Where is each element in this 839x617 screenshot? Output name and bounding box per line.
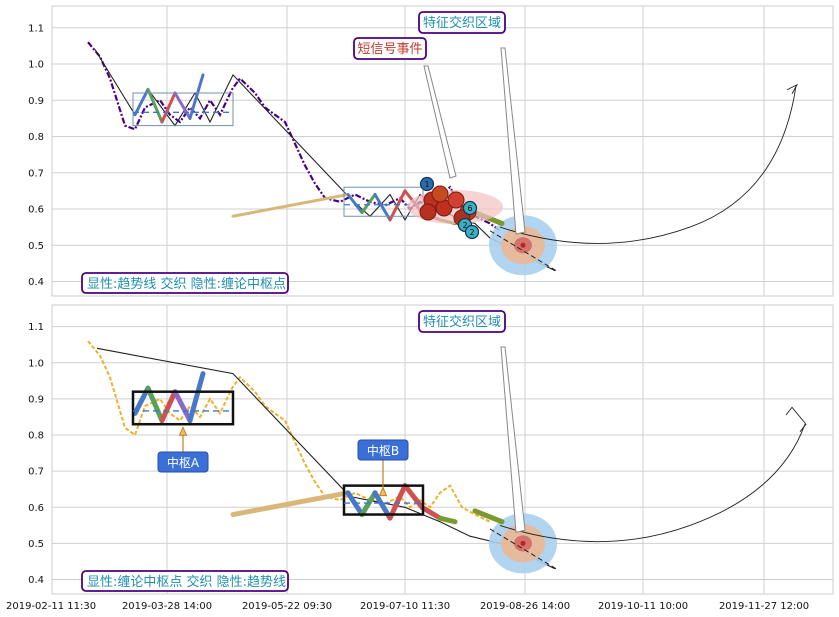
- bottom-legend-text: 显性:缠论中枢点 交织 隐性:趋势线: [87, 574, 286, 590]
- bottom-ytick-label-2: 0.6: [28, 503, 44, 514]
- top-panel-frame: [51, 5, 834, 297]
- top-annotation-feature-text: 特征交织区域: [423, 15, 501, 31]
- x-tick-label-1: 2019-03-28 14:00: [122, 601, 212, 612]
- top-zs-segment-1: [146, 87, 164, 124]
- bottom-olive-segment: [472, 508, 505, 525]
- x-tick-label-6: 2019-11-27 12:00: [719, 601, 809, 612]
- bottom-zs-label-box-0: [157, 451, 209, 473]
- top-annotation-feature-arrow: [500, 47, 526, 235]
- bottom-annotation-feature-box: [418, 310, 506, 333]
- top-zs-segment-2: [160, 91, 177, 124]
- bottom-zs-segment-1: [145, 385, 165, 424]
- top-signal-badge-label-3: 6: [467, 204, 472, 213]
- bottom-zs-label-text-1: 中枢B: [367, 443, 399, 458]
- top-ytick-label-5: 0.9: [28, 96, 44, 107]
- x-tick-label-3: 2019-07-10 11:30: [360, 601, 450, 612]
- top-signal-dot-2: [447, 191, 465, 209]
- bottom-zs-segment-2: [159, 389, 178, 424]
- bottom-ytick-label-3: 0.7: [28, 467, 44, 478]
- top-annotation-feature-box: [418, 11, 506, 34]
- bottom-panel-frame: [51, 304, 834, 595]
- top-zs-segment-6: [231, 193, 350, 218]
- x-tick-label-2: 2019-05-22 09:30: [242, 601, 332, 612]
- bottom-zs-label-text-0: 中枢A: [167, 455, 200, 470]
- bottom-ytick-label-5: 0.9: [28, 394, 44, 405]
- bottom-zs-pointer-head-0: [178, 425, 188, 436]
- bottom-zs-segment-13: [437, 515, 458, 525]
- top-zs-segment-7: [346, 193, 364, 215]
- top-signal-badge-2: [464, 224, 480, 240]
- bottom-halo-dot: [520, 540, 526, 546]
- top-zs-segment-3: [173, 91, 192, 120]
- bottom-zs-segment-10: [387, 483, 408, 521]
- top-signal-badge-label-1: 2: [462, 221, 467, 230]
- bottom-zs-label-box-1: [357, 439, 409, 461]
- bottom-annotation-feature-text: 特征交织区域: [423, 314, 501, 330]
- top-forecast-arrowhead: [786, 83, 799, 94]
- bottom-zs-box-a: [131, 390, 235, 426]
- bottom-ytick-label-4: 0.8: [28, 431, 44, 442]
- bottom-zs-segment-3: [172, 389, 193, 424]
- bottom-ytick-label-0: 0.4: [28, 575, 44, 586]
- top-ytick-label-6: 1.0: [28, 60, 44, 71]
- top-signal-badge-0: [419, 176, 435, 192]
- top-ytick-label-4: 0.8: [28, 132, 44, 143]
- top-forecast-curve: [499, 85, 797, 244]
- top-ytick-label-2: 0.6: [28, 205, 44, 216]
- x-tick-label-5: 2019-10-11 10:00: [598, 601, 688, 612]
- bottom-zs-segment-4: [187, 371, 206, 424]
- top-zs-segment-9: [373, 193, 392, 222]
- top-legend-box: [81, 272, 289, 294]
- top-ytick-label-3: 0.7: [28, 168, 44, 179]
- bottom-forecast-bracket: [785, 406, 807, 433]
- bottom-ytick-label-7: 1.1: [28, 322, 44, 333]
- bottom-ytick-label-1: 0.5: [28, 539, 44, 550]
- top-signal-dot-4: [419, 203, 437, 221]
- top-dashed-projection: [489, 230, 557, 272]
- x-tick-label-0: 2019-02-11 11:30: [6, 601, 96, 612]
- top-signal-dot-5: [431, 185, 449, 203]
- top-zs-segment-4: [188, 73, 205, 120]
- top-ytick-label-7: 1.1: [28, 23, 44, 34]
- top-ytick-label-1: 0.5: [28, 241, 44, 252]
- top-ytick-label-0: 0.4: [28, 277, 44, 288]
- top-signal-badge-label-0: 1: [424, 180, 429, 189]
- bottom-forecast-curve: [499, 424, 806, 543]
- bottom-zs-segment-12: [419, 504, 443, 521]
- bottom-legend-box: [81, 570, 289, 592]
- bottom-zs-pointer-head-1: [378, 486, 388, 497]
- top-legend-text: 显性:趋势线 交织 隐性:缠论中枢点: [87, 276, 286, 292]
- bottom-dashed-projection: [489, 528, 557, 570]
- x-tick-label-4: 2019-08-26 14:00: [480, 601, 570, 612]
- bottom-price-series: [87, 340, 491, 523]
- top-zs-box-a: [132, 92, 234, 127]
- top-zs-segment-0: [133, 87, 150, 117]
- top-annotation-signal-text: 短信号事件: [357, 42, 422, 57]
- bottom-zs-segment-6: [230, 490, 351, 518]
- top-signal-badge-3: [462, 200, 478, 216]
- top-zs-segment-8: [360, 193, 377, 215]
- bottom-annotation-feature-arrow: [500, 346, 526, 533]
- top-annotation-signal-arrow: [423, 65, 457, 179]
- bottom-ytick-label-6: 1.0: [28, 358, 44, 369]
- top-annotation-signal-box: [353, 37, 427, 60]
- top-halo-dot: [520, 242, 526, 248]
- top-signal-badge-label-2: 2: [469, 228, 474, 237]
